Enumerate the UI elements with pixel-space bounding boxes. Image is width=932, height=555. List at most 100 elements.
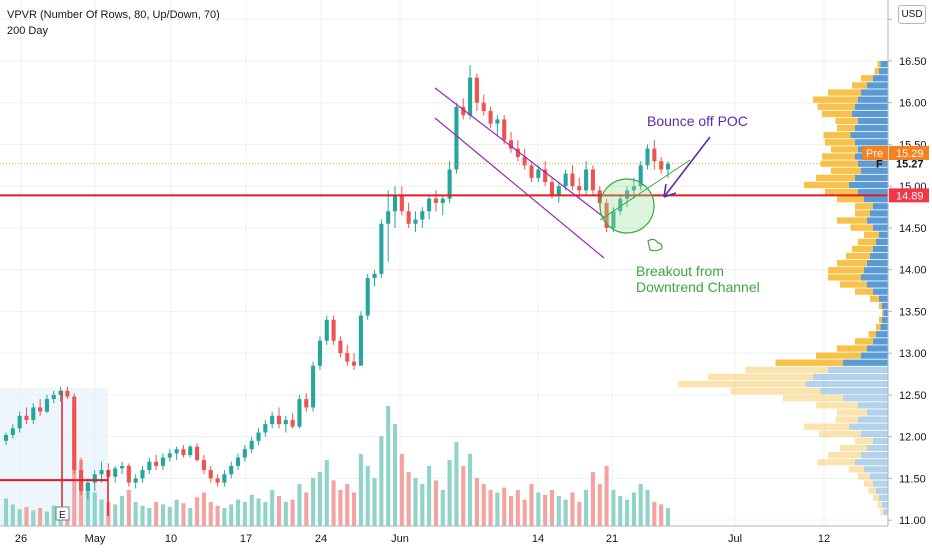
bounce-arrow-line bbox=[663, 136, 711, 198]
axes: 11.00 11.50 12.00 12.50 13.00 13.50 14.00 14.50… bbox=[0, 0, 929, 545]
earnings-marker-icon bbox=[55, 506, 70, 521]
volume-bar bbox=[665, 508, 671, 526]
volume-bar bbox=[447, 460, 452, 526]
vp-down-row bbox=[775, 359, 843, 366]
vp-down-row bbox=[864, 480, 873, 487]
vp-down-row bbox=[882, 309, 884, 317]
candle-body bbox=[659, 161, 664, 170]
vp-up-row bbox=[861, 451, 888, 459]
vp-down-row bbox=[879, 302, 882, 309]
bounce-annotation: Bounce off POC bbox=[647, 113, 748, 129]
vp-up-row bbox=[855, 174, 888, 182]
volume-bar bbox=[488, 490, 493, 526]
volume-bar bbox=[392, 424, 398, 526]
ma-label: 200 Day bbox=[7, 25, 48, 37]
vp-up-row bbox=[876, 238, 888, 246]
vp-down-row bbox=[855, 210, 870, 217]
vp-up-row bbox=[861, 167, 888, 174]
candle-body bbox=[358, 315, 363, 366]
candle-body bbox=[304, 399, 309, 408]
vp-up-row bbox=[880, 324, 888, 331]
vp-up-row bbox=[867, 281, 888, 288]
vp-up-row bbox=[861, 352, 888, 359]
channel-line-lower bbox=[434, 117, 605, 259]
volume-bar bbox=[549, 490, 555, 526]
y-tick-label: 16.00 bbox=[899, 98, 927, 110]
candle-body bbox=[181, 449, 186, 456]
candle-body bbox=[195, 446, 200, 461]
volume-bar bbox=[113, 504, 118, 526]
vp-down-row bbox=[877, 501, 882, 509]
volume-bar bbox=[167, 506, 172, 526]
volume-bar bbox=[3, 498, 9, 526]
y-tick-label: 13.00 bbox=[899, 348, 927, 360]
pre-value-label: 15.29 bbox=[896, 148, 924, 160]
last-value-label: 15.27 bbox=[896, 159, 924, 171]
candle-body bbox=[201, 460, 206, 471]
candle-body bbox=[433, 198, 439, 203]
breakout-trendline bbox=[599, 159, 691, 221]
candle-body bbox=[379, 223, 384, 274]
currency-button[interactable]: USD bbox=[898, 5, 926, 24]
vp-down-row bbox=[868, 331, 876, 338]
x-tick-label: Jun bbox=[391, 533, 409, 545]
volume-bar bbox=[645, 490, 650, 526]
candle-body bbox=[454, 106, 459, 170]
candle-body bbox=[85, 482, 90, 491]
volume-bar bbox=[235, 499, 241, 526]
volume-bar bbox=[229, 504, 234, 526]
candle-body bbox=[31, 407, 36, 420]
candle-body bbox=[386, 211, 391, 224]
x-tick-label: 24 bbox=[315, 533, 327, 545]
volume-bar bbox=[133, 502, 138, 526]
volume-bar bbox=[570, 492, 575, 526]
vp-down-row bbox=[828, 267, 864, 274]
candle-body bbox=[147, 461, 152, 471]
candle-body bbox=[515, 148, 520, 157]
volume-bar bbox=[427, 466, 432, 526]
vp-down-row bbox=[876, 324, 881, 331]
poc-value-bg bbox=[889, 188, 929, 203]
vp-down-row bbox=[828, 451, 861, 459]
candle-body bbox=[140, 470, 145, 479]
candle-body bbox=[99, 470, 104, 475]
vp-down-row bbox=[837, 196, 864, 203]
vp-down-row bbox=[840, 281, 867, 288]
candle-body bbox=[392, 194, 398, 212]
vp-up-row bbox=[852, 110, 888, 118]
volume-bar bbox=[529, 484, 534, 526]
candle-body bbox=[222, 474, 227, 483]
volume-bar bbox=[263, 502, 268, 526]
candle-body bbox=[160, 457, 166, 466]
vp-up-row bbox=[879, 68, 888, 75]
candle-body bbox=[235, 457, 241, 466]
vp-up-row bbox=[858, 96, 888, 103]
volume-bar bbox=[338, 490, 343, 526]
breakout-annotation-line1: Breakout from bbox=[636, 263, 724, 279]
vp-down-row bbox=[858, 238, 876, 246]
candle-body bbox=[24, 415, 29, 420]
volume-bar bbox=[17, 509, 22, 526]
vp-down-row bbox=[730, 388, 821, 395]
candle-body bbox=[420, 211, 425, 220]
volume-bar bbox=[481, 484, 486, 526]
volume-bar bbox=[222, 508, 227, 526]
volume-bar bbox=[584, 490, 589, 526]
vp-down-row bbox=[817, 103, 855, 110]
x-tick-label: 12 bbox=[818, 533, 830, 545]
earnings-marker-text: E bbox=[59, 510, 66, 521]
volume-bar bbox=[522, 499, 527, 526]
candle-body bbox=[447, 169, 452, 199]
vp-up-row bbox=[861, 89, 888, 96]
volume-bar bbox=[174, 499, 179, 526]
candle-body bbox=[113, 468, 118, 477]
volume-bar bbox=[652, 502, 657, 526]
volume-bar bbox=[618, 496, 623, 526]
volume-bar bbox=[126, 490, 131, 526]
vp-up-row bbox=[864, 196, 888, 203]
candle-body bbox=[51, 394, 56, 400]
vp-down-row bbox=[855, 437, 873, 445]
volume-bar bbox=[242, 502, 247, 526]
